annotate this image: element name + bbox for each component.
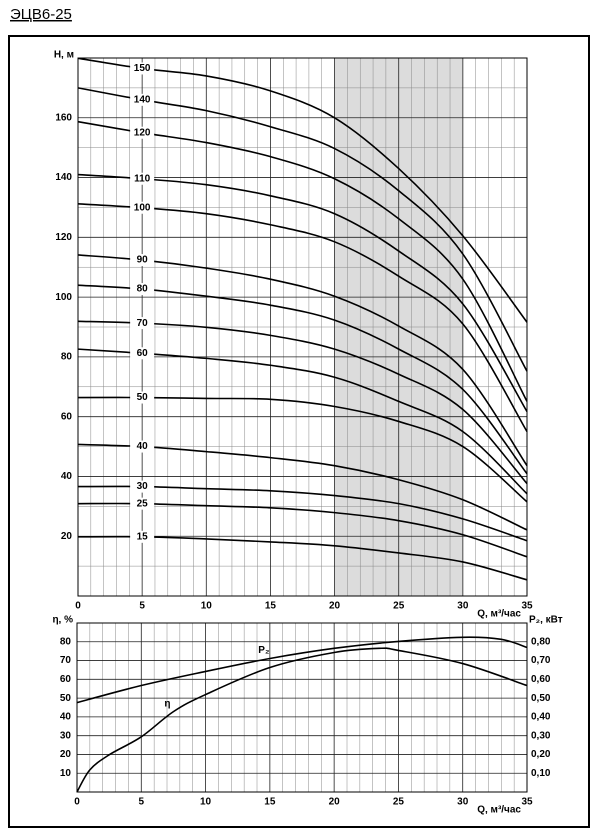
curve-label: 140: [134, 94, 151, 105]
x-tick-label: 10: [200, 797, 212, 808]
label-bg: [130, 317, 155, 330]
y-tick-label: 30: [60, 730, 72, 741]
y-tick-label: 20: [60, 749, 72, 760]
curve-label: 150: [134, 63, 151, 74]
y-axis-label: H, м: [54, 50, 74, 61]
y-axis-label: η, %: [52, 615, 73, 626]
plot-border: [76, 622, 528, 793]
y2-tick-label: 0,10: [531, 768, 551, 779]
curve-label: 70: [137, 318, 149, 329]
label-bg: [130, 480, 155, 493]
curve-label: 110: [134, 173, 151, 184]
curve-label: 100: [134, 202, 151, 213]
frame: [8, 35, 590, 828]
x-tick-label: 0: [74, 797, 80, 808]
curve-label: 40: [137, 441, 149, 452]
x-axis-label: Q, м³/час: [477, 609, 521, 620]
curve: [76, 647, 528, 793]
curve-label: 80: [137, 284, 149, 295]
x-tick-label: 30: [457, 797, 469, 808]
label-bg: [130, 530, 155, 543]
y2-tick-label: 0,30: [531, 730, 551, 741]
y2-axis-label: P₂, кВт: [529, 615, 563, 626]
x-tick-label: 35: [521, 601, 533, 612]
x-tick-label: 5: [139, 601, 145, 612]
x-tick-label: 20: [329, 601, 341, 612]
y2-tick-label: 0,20: [531, 749, 551, 760]
y-tick-label: 60: [60, 674, 72, 685]
curve-label: 50: [137, 392, 149, 403]
y-tick-label: 40: [61, 471, 73, 482]
x-tick-label: 25: [393, 601, 405, 612]
curve-label: 90: [137, 255, 149, 266]
curve-label: η: [164, 698, 170, 709]
y2-tick-label: 0,60: [531, 674, 551, 685]
curve-label: 120: [134, 127, 151, 138]
label-bg: [130, 391, 155, 404]
x-tick-label: 30: [457, 601, 469, 612]
curve-label: 15: [137, 531, 149, 542]
y2-tick-label: 0,70: [531, 655, 551, 666]
y2-tick-label: 0,80: [531, 636, 551, 647]
y-tick-label: 80: [61, 352, 73, 363]
plot-border: [77, 57, 528, 597]
y-tick-label: 100: [55, 292, 72, 303]
label-bg: [130, 62, 155, 75]
y-tick-label: 50: [60, 693, 72, 704]
curve-label: 30: [137, 481, 149, 492]
y2-tick-label: 0,40: [531, 712, 551, 723]
y-tick-label: 120: [55, 232, 72, 243]
y-tick-label: 40: [60, 712, 72, 723]
x-tick-label: 15: [265, 601, 277, 612]
label-bg: [130, 126, 155, 139]
label-bg: [130, 497, 155, 510]
label-bg: [130, 201, 155, 214]
label-bg: [130, 93, 155, 106]
page-title: ЭЦВ6-25: [10, 6, 72, 23]
x-tick-label: 35: [521, 797, 533, 808]
x-tick-label: 20: [329, 797, 341, 808]
plot-area: [77, 623, 527, 792]
label-bg: [130, 440, 155, 453]
x-tick-label: 5: [139, 797, 145, 808]
plot: [76, 622, 528, 793]
y2-tick-label: 0,50: [531, 693, 551, 704]
curve-label: P₂: [258, 645, 269, 656]
curve: [76, 636, 528, 704]
label-bg: [130, 254, 155, 267]
y-tick-label: 20: [61, 531, 73, 542]
curve-label: 25: [137, 498, 149, 509]
y-tick-label: 70: [60, 655, 72, 666]
label-bg: [130, 283, 155, 296]
y-tick-label: 60: [61, 411, 73, 422]
x-tick-label: 10: [201, 601, 213, 612]
x-tick-label: 25: [393, 797, 405, 808]
y-tick-label: 140: [55, 172, 72, 183]
label-bg: [130, 347, 155, 360]
x-tick-label: 0: [75, 601, 81, 612]
x-axis-label: Q, м³/час: [477, 805, 521, 816]
y-tick-label: 160: [55, 112, 72, 123]
curve-label: 60: [137, 348, 149, 359]
y-tick-label: 80: [60, 636, 72, 647]
label-bg: [130, 172, 155, 185]
x-tick-label: 15: [264, 797, 276, 808]
y-tick-label: 10: [60, 768, 72, 779]
